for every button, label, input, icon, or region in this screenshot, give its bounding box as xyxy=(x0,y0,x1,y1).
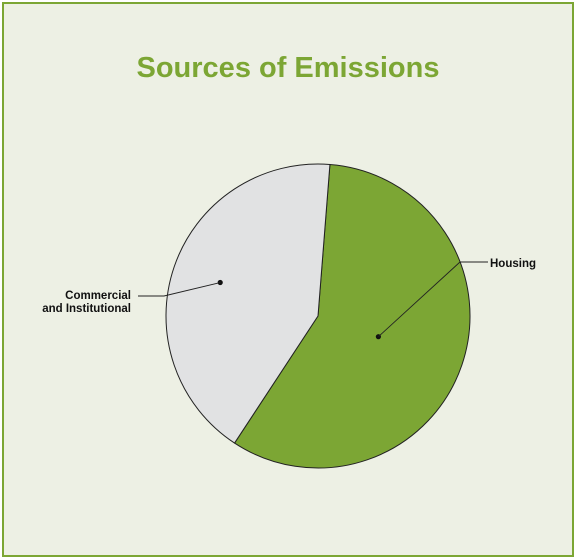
pie-slice-commercial-and-institutional xyxy=(165,163,331,444)
chart-title: Sources of Emissions xyxy=(136,52,440,84)
slice-label: Commercial and Institutional xyxy=(42,290,131,315)
pie-slices xyxy=(165,163,471,469)
leader-line xyxy=(138,282,221,297)
slice-label: Housing xyxy=(490,258,536,270)
pie-slice-housing xyxy=(233,163,471,469)
pie-labels: Housing Commercial and Institutional xyxy=(42,258,536,340)
leader-line xyxy=(378,261,488,338)
